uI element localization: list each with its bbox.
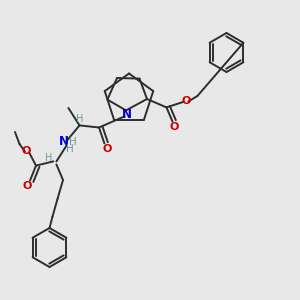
Text: O: O [169, 122, 179, 132]
Text: N: N [58, 135, 69, 148]
Text: O: O [21, 146, 31, 156]
Text: O: O [102, 144, 112, 154]
Text: H: H [66, 144, 74, 154]
Text: H: H [76, 113, 83, 124]
Text: N: N [122, 108, 132, 121]
Text: O: O [23, 181, 32, 191]
Text: O: O [182, 96, 191, 106]
Text: H: H [69, 137, 77, 147]
Text: H: H [45, 153, 52, 164]
